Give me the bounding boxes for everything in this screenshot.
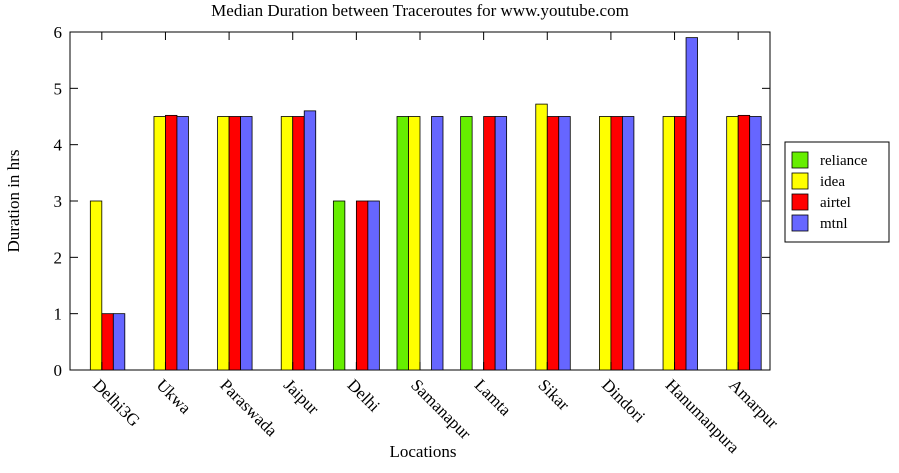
x-axis-title: Locations: [389, 442, 456, 461]
bar-mtnl-hanumanpura: [685, 37, 698, 371]
y-tick-label: 3: [54, 192, 63, 211]
x-tick-label: Dindori: [598, 375, 649, 426]
bar-idea-ukwa: [153, 116, 166, 371]
y-tick-label: 2: [54, 248, 63, 267]
bar-mtnl-sikar: [558, 116, 571, 371]
bar-idea-amarpur: [726, 116, 739, 371]
y-axis-title: Duration in hrs: [4, 150, 23, 253]
x-tick-label: Sikar: [534, 375, 573, 414]
bar-idea-delhi3g: [89, 200, 103, 371]
y-tick-label: 0: [54, 361, 63, 380]
y-tick-label: 4: [54, 136, 63, 155]
bar-airtel-delhi: [355, 200, 369, 371]
bar-reliance-lamta: [460, 116, 473, 371]
bar-mtnl-samanapur: [431, 116, 444, 371]
legend-label-reliance: reliance: [820, 153, 868, 169]
y-tick-label: 5: [54, 79, 63, 98]
bar-airtel-jaipur: [292, 116, 305, 371]
bar-idea-jaipur: [280, 116, 294, 371]
bar-mtnl-amarpur: [749, 116, 762, 371]
x-tick-label: Delhi: [344, 375, 384, 415]
x-tick-label: Samanapur: [407, 375, 475, 443]
bar-mtnl-lamta: [494, 116, 508, 371]
chart-title: Median Duration between Traceroutes for …: [211, 1, 629, 20]
x-tick-label: Ukwa: [153, 375, 195, 417]
x-tick-label: Amarpur: [725, 375, 782, 432]
bar-mtnl-dindori: [622, 116, 635, 371]
bar-airtel-lamta: [483, 116, 496, 371]
bar-idea-samanapur: [408, 116, 421, 371]
x-tick-label: Paraswada: [216, 375, 281, 440]
x-tick-label: Delhi3G: [89, 375, 144, 430]
bar-mtnl-paraswada: [240, 116, 253, 371]
y-axis: 0 1 2 3 4 5 6: [54, 23, 770, 380]
bars-group: [89, 37, 762, 371]
bar-airtel-paraswada: [228, 116, 241, 371]
legend-label-airtel: airtel: [820, 195, 851, 211]
legend-swatch-mtnl: [791, 214, 809, 232]
y-tick-label: 6: [54, 23, 63, 42]
bar-idea-paraswada: [217, 116, 230, 371]
bar-airtel-hanumanpura: [674, 116, 687, 371]
legend-label-mtnl: mtnl: [820, 216, 848, 232]
legend-swatch-idea: [791, 172, 809, 190]
bar-airtel-dindori: [610, 116, 623, 371]
legend-swatch-airtel: [791, 193, 809, 211]
bar-mtnl-delhi3g: [112, 313, 126, 371]
bar-mtnl-jaipur: [303, 110, 317, 371]
bar-airtel-delhi3g: [101, 313, 114, 371]
bar-reliance-samanapur: [396, 116, 409, 371]
bar-idea-hanumanpura: [662, 116, 675, 371]
x-tick-label: Jaipur: [280, 375, 323, 418]
legend-swatch-reliance: [791, 151, 809, 169]
y-tick-label: 1: [54, 305, 63, 324]
bar-reliance-delhi: [332, 200, 346, 371]
x-tick-label: Lamta: [471, 375, 515, 419]
legend: reliance idea airtel mtnl: [784, 141, 890, 243]
bar-idea-dindori: [599, 116, 612, 371]
bar-airtel-amarpur: [737, 114, 751, 371]
bar-mtnl-delhi: [367, 200, 380, 371]
bar-idea-sikar: [535, 103, 548, 371]
legend-label-idea: idea: [820, 174, 845, 190]
bar-airtel-ukwa: [165, 114, 178, 371]
bar-airtel-sikar: [546, 116, 560, 371]
bar-mtnl-ukwa: [176, 116, 189, 371]
